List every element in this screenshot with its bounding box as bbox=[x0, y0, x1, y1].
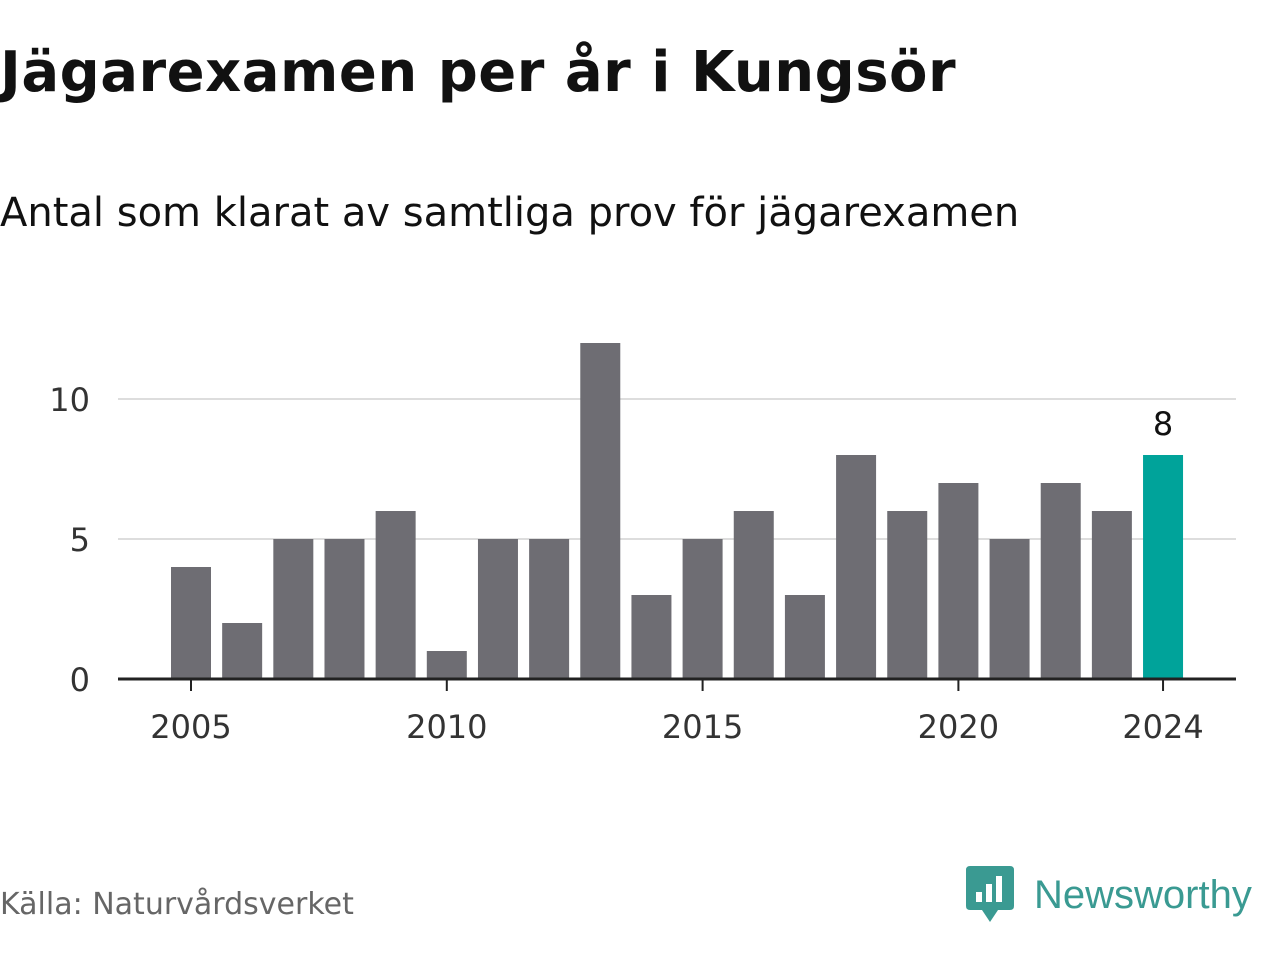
bar bbox=[784, 595, 825, 679]
x-tick-label: 2020 bbox=[918, 708, 999, 746]
y-tick-label: 10 bbox=[49, 381, 90, 419]
bar bbox=[171, 567, 211, 679]
chart-title: Jägarexamen per år i Kungsör bbox=[0, 40, 957, 105]
bar bbox=[324, 539, 365, 679]
x-tick-label: 2015 bbox=[662, 708, 743, 746]
bar bbox=[1143, 455, 1184, 679]
bar bbox=[1091, 511, 1132, 679]
x-tick-label: 2005 bbox=[150, 708, 231, 746]
bar bbox=[580, 343, 621, 679]
bar bbox=[1040, 483, 1081, 679]
x-tick-label: 2024 bbox=[1122, 708, 1203, 746]
brand-logo: Newsworthy bbox=[964, 864, 1252, 926]
chart-subtitle: Antal som klarat av samtliga prov för jä… bbox=[0, 190, 1020, 236]
source-note: Källa: Naturvårdsverket bbox=[0, 887, 354, 922]
bar bbox=[887, 511, 928, 679]
data-label: 8 bbox=[1153, 405, 1173, 443]
bar bbox=[375, 511, 416, 679]
bar bbox=[273, 539, 314, 679]
bar bbox=[733, 511, 774, 679]
newsworthy-logo-icon bbox=[966, 866, 1014, 922]
bar bbox=[477, 539, 518, 679]
bar bbox=[989, 539, 1030, 679]
bar bbox=[836, 455, 877, 679]
brand-name: Newsworthy bbox=[1034, 872, 1252, 917]
bar bbox=[682, 539, 723, 679]
bar bbox=[426, 651, 467, 679]
bar bbox=[631, 595, 672, 679]
bar bbox=[938, 483, 979, 679]
bar bbox=[529, 539, 570, 679]
bar bbox=[222, 623, 263, 679]
y-tick-label: 0 bbox=[70, 661, 90, 699]
y-tick-label: 5 bbox=[70, 521, 90, 559]
x-tick-label: 2010 bbox=[406, 708, 487, 746]
